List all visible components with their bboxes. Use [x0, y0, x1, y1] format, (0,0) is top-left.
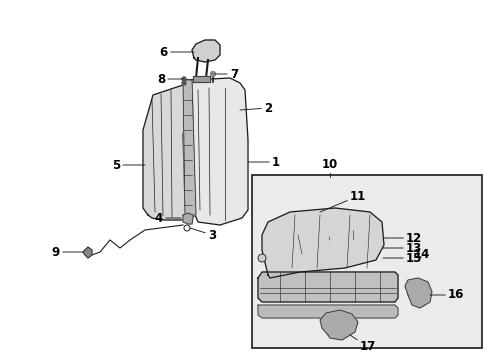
- Polygon shape: [262, 208, 383, 278]
- Polygon shape: [319, 310, 357, 340]
- Text: 8: 8: [157, 72, 183, 86]
- Text: 16: 16: [429, 288, 464, 302]
- Text: 12: 12: [383, 231, 421, 244]
- Circle shape: [183, 225, 190, 231]
- Text: 9: 9: [52, 246, 83, 258]
- Polygon shape: [183, 80, 196, 215]
- Polygon shape: [183, 78, 247, 225]
- Polygon shape: [142, 80, 195, 220]
- Circle shape: [182, 81, 185, 85]
- Circle shape: [210, 72, 215, 77]
- Text: 6: 6: [160, 45, 194, 59]
- Text: 5: 5: [112, 158, 145, 171]
- Polygon shape: [404, 278, 431, 308]
- Polygon shape: [258, 272, 397, 302]
- Circle shape: [258, 254, 265, 262]
- Text: 3: 3: [190, 228, 216, 242]
- Text: 13: 13: [382, 242, 421, 255]
- Text: 17: 17: [349, 335, 375, 354]
- Text: 15: 15: [382, 252, 422, 265]
- Circle shape: [182, 77, 185, 81]
- Text: 14: 14: [413, 248, 429, 261]
- Text: 11: 11: [319, 189, 366, 212]
- Polygon shape: [183, 213, 193, 224]
- Polygon shape: [192, 40, 220, 62]
- Polygon shape: [258, 305, 397, 318]
- Text: 1: 1: [247, 156, 280, 168]
- Polygon shape: [83, 247, 92, 258]
- Text: 10: 10: [321, 158, 337, 171]
- Text: 2: 2: [240, 102, 271, 114]
- Text: 7: 7: [215, 68, 238, 81]
- Text: 4: 4: [154, 212, 181, 225]
- Bar: [251, 175, 481, 348]
- Polygon shape: [193, 76, 209, 82]
